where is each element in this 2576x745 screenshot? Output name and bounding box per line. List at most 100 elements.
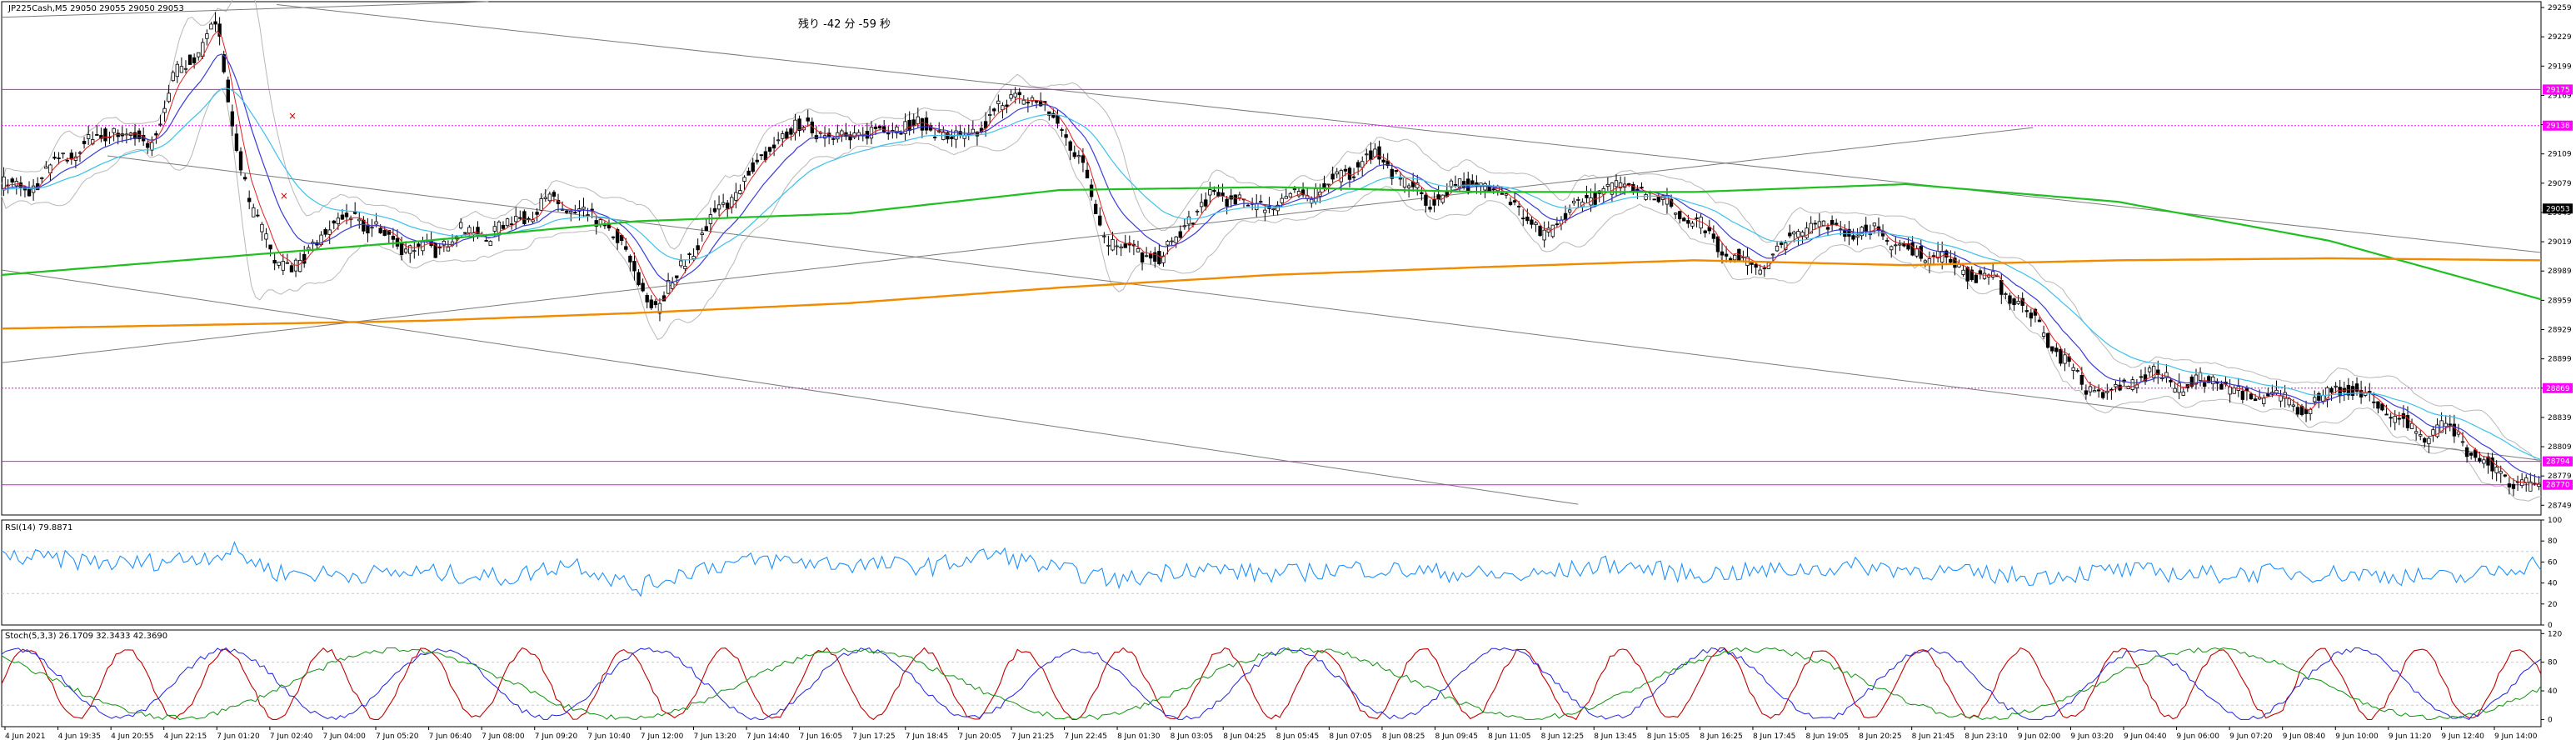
time-label: 7 Jun 18:45 [906,732,948,741]
time-label: 7 Jun 02:40 [270,732,313,741]
candle-body [1310,198,1314,204]
candle-body [1246,204,1251,207]
candle-body [895,126,899,134]
candle-body [501,225,506,229]
time-label: 7 Jun 09:20 [535,732,578,741]
candle-body [1982,272,1987,279]
stochastic-tick-label: 80 [2548,659,2558,668]
candle-body [1369,150,1373,161]
candle-body [1111,238,1115,251]
trendline [277,4,2542,253]
candle-body [1733,254,1737,261]
candle-body [2054,348,2059,352]
candle-body [514,216,518,222]
candle-body [281,261,285,271]
price-tick-label: 28899 [2548,356,2572,364]
ma-long-green-line [1,182,2542,301]
current-price-tag [2543,203,2573,214]
candle-body [1525,216,1530,222]
candle-body [565,210,569,213]
candle-body [721,202,726,205]
candle-body [899,132,903,135]
candle-body [2405,415,2410,428]
candle-body [252,207,256,218]
candle-body [1644,194,1648,200]
candle-body [277,262,281,266]
candle-body [2059,348,2063,364]
time-label: 8 Jun 07:05 [1329,732,1371,741]
candle-body [2354,383,2359,392]
candle-body [1013,92,1017,98]
candle-body [590,208,594,211]
candle-body [2409,422,2414,429]
symbol-header: JP225Cash,M5 29050 29055 29050 29053 [7,4,184,13]
candle-body [535,212,539,215]
time-label: 8 Jun 17:45 [1753,732,1795,741]
candle-body [2279,395,2283,402]
time-label: 9 Jun 03:20 [2070,732,2114,741]
candle-body [2092,390,2097,392]
candle-body [1491,188,1495,191]
time-label: 8 Jun 16:25 [1700,732,1742,741]
candle-body [285,262,290,264]
candle-body [492,226,497,232]
candle-body [569,210,573,213]
candle-body [1068,141,1072,151]
candle-body [1860,227,1864,237]
candle-body [1686,220,1690,224]
candle-body [1144,255,1149,258]
time-label: 7 Jun 16:05 [800,732,842,741]
candle-body [1098,215,1102,226]
candle-body [2249,393,2254,400]
candle-body [683,265,687,269]
candle-body [671,282,675,289]
candle-body [1530,219,1534,225]
candle-body [1775,245,1780,252]
candle-body [1715,236,1720,252]
price-level-tag [2543,456,2573,467]
candle-body [378,228,382,233]
time-label: 4 Jun 2021 [5,732,45,741]
candle-body [2181,391,2185,396]
candle-body [1001,105,1005,111]
candle-body [2380,403,2384,411]
candle-body [877,126,882,129]
candle-body [712,208,717,212]
candle-body [2334,385,2338,388]
time-label: 9 Jun 02:00 [2018,732,2061,741]
candle-body [2096,389,2101,392]
candle-body [666,280,671,294]
candle-body [1809,222,1813,234]
candle-body [52,157,57,159]
candle-body [907,119,911,132]
price-tick-label: 29169 [2548,92,2572,100]
candle-body [44,166,48,169]
candle-body [1567,209,1572,212]
price-tick-label: 28749 [2548,502,2572,510]
candle-body [1605,183,1610,187]
candle-body [1851,235,1855,240]
candle-body [1678,211,1682,220]
time-label: 8 Jun 13:45 [1594,732,1636,741]
candle-body [700,232,704,235]
candle-body [222,54,226,72]
candle-body [69,152,73,160]
candle-body [1221,192,1225,197]
candle-body [527,218,531,220]
candle-body [234,133,239,151]
candle-body [2482,459,2486,464]
candle-body [2494,467,2499,473]
candle-body [467,227,472,233]
price-frame [1,1,2542,516]
candle-body [1720,251,1725,256]
candle-body [1355,162,1360,168]
candle-body [1174,236,1178,243]
candle-body [746,170,751,176]
candle-body [1322,182,1326,188]
candle-body [2537,483,2541,488]
time-label: 8 Jun 04:25 [1223,732,1266,741]
candle-body [2427,438,2431,444]
bar-countdown: 残り -42 分 -59 秒 [798,18,891,31]
candle-body [2207,376,2211,383]
